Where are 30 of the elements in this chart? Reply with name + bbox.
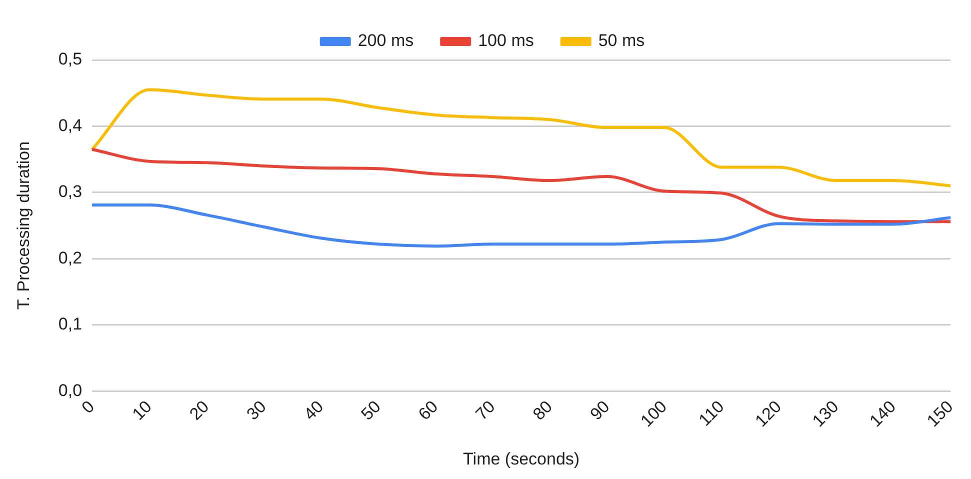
x-tick-label: 130 — [808, 397, 842, 431]
y-tick-label: 0,1 — [58, 314, 82, 334]
x-tick-label: 110 — [695, 397, 728, 430]
x-tick-label: 60 — [414, 397, 442, 424]
x-tick-label: 40 — [300, 397, 328, 424]
x-tick-label: 10 — [128, 397, 156, 424]
x-tick-label: 50 — [358, 397, 384, 424]
y-axis-title: T. Processing duration — [14, 141, 33, 310]
line-series — [90, 204, 952, 248]
x-tick-label: 140 — [866, 397, 900, 431]
y-tick-label: 0,3 — [58, 182, 82, 202]
x-tick-label: 80 — [529, 397, 556, 424]
y-tick-label: 0,4 — [58, 116, 82, 135]
x-tick-label: 30 — [243, 397, 270, 424]
legend-label: 200 ms — [358, 31, 414, 50]
x-tick-label: 90 — [586, 397, 614, 424]
x-tick-label: 120 — [752, 397, 786, 431]
x-tick-label: 20 — [186, 397, 213, 424]
x-tick-label: 70 — [472, 397, 499, 424]
x-tick-label: 0 — [78, 397, 98, 418]
x-tick-label: 100 — [637, 397, 671, 431]
y-tick-label: 0,0 — [58, 380, 82, 400]
y-tick-label: 0,2 — [58, 248, 82, 268]
x-axis-title: Time (seconds) — [463, 449, 580, 468]
legend-label: 50 ms — [598, 31, 645, 50]
x-tick-label: 150 — [923, 397, 957, 431]
line-series — [90, 88, 952, 188]
y-tick-label: 0,5 — [58, 50, 82, 69]
legend-label: 100 ms — [478, 31, 534, 50]
line-series — [90, 148, 952, 224]
